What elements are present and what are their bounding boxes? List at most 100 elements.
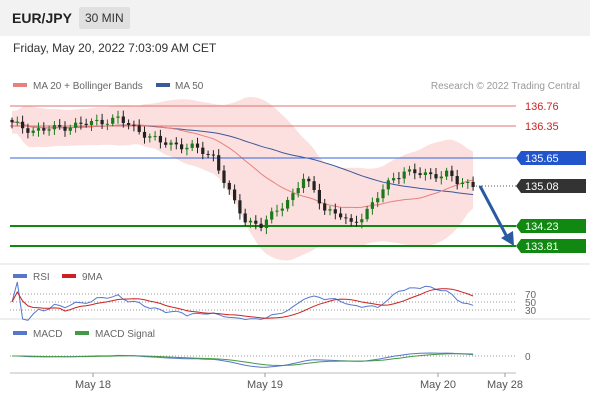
- candle-body: [323, 203, 327, 211]
- symbol-label: EUR/JPY: [12, 10, 72, 26]
- candle-body: [280, 208, 284, 211]
- candle-body: [349, 218, 353, 222]
- x-tick-label: May 28: [487, 379, 523, 391]
- candle-body: [195, 143, 200, 148]
- candle-body: [36, 128, 41, 131]
- candle-body: [333, 209, 337, 214]
- rsi-tick-70: 70: [525, 290, 537, 301]
- candle-body: [248, 220, 253, 223]
- rsi-legend-swatch: [13, 274, 27, 278]
- candle-body: [206, 153, 210, 155]
- candle-body: [111, 117, 115, 124]
- bollinger-band: [12, 96, 474, 261]
- candle-body: [169, 142, 173, 145]
- candle-body: [429, 172, 433, 175]
- candle-body: [47, 129, 51, 131]
- current-price-label: 135.08: [525, 181, 559, 193]
- candle-body: [397, 178, 401, 180]
- rsi-legend-label: RSI: [33, 272, 50, 283]
- rsi-tick-30: 30: [525, 306, 537, 317]
- candle-body: [254, 220, 258, 224]
- ma20-legend-swatch: [13, 83, 27, 87]
- candle-body: [21, 121, 25, 129]
- candle-body: [460, 182, 465, 185]
- macd-legend-swatch: [13, 331, 27, 335]
- candle-body: [10, 119, 14, 123]
- macd-tick-zero: 0: [525, 352, 531, 363]
- candle-body: [127, 123, 131, 125]
- ma50-legend-swatch: [156, 83, 170, 87]
- macd-signal-line: [12, 353, 474, 367]
- candle-body: [233, 189, 237, 201]
- current-price-tag: [516, 179, 586, 193]
- candle-body: [275, 210, 279, 212]
- support-tag-1: [516, 219, 586, 233]
- candle-body: [317, 189, 321, 204]
- resistance-label-1: 136.76: [525, 101, 559, 113]
- candle-body: [116, 116, 120, 118]
- candle-body: [153, 135, 157, 137]
- candle-body: [52, 125, 56, 130]
- interval-button[interactable]: 30 MIN: [79, 7, 130, 29]
- x-tick-label: May 20: [420, 379, 456, 391]
- candle-body: [439, 176, 443, 179]
- ma50-legend-label: MA 50: [175, 81, 204, 92]
- candle-body: [354, 221, 359, 223]
- rsi-ma-legend-swatch: [62, 274, 76, 278]
- candlestick-series: [10, 110, 475, 235]
- candle-body: [407, 169, 412, 172]
- candle-body: [63, 126, 67, 131]
- candle-body: [105, 123, 109, 125]
- candle-body: [301, 178, 306, 189]
- candle-body: [243, 213, 247, 223]
- macd-signal-legend-label: MACD Signal: [95, 329, 155, 340]
- candle-body: [58, 125, 62, 127]
- forecast-arrow: [478, 185, 509, 238]
- rsi-line: [11, 281, 474, 321]
- candle-body: [360, 219, 364, 223]
- support-label-1: 134.23: [525, 221, 559, 233]
- candle-body: [142, 131, 147, 138]
- candle-body: [339, 213, 343, 218]
- candle-body: [26, 128, 30, 133]
- candle-body: [328, 209, 332, 211]
- candle-body: [344, 217, 348, 219]
- candle-body: [386, 180, 390, 190]
- candle-body: [413, 169, 417, 174]
- support-tag-2: [516, 239, 586, 253]
- candle-body: [307, 178, 311, 182]
- ma20-legend-label: MA 20 + Bollinger Bands: [33, 81, 143, 92]
- candle-body: [132, 124, 136, 126]
- pivot-label: 135.65: [525, 153, 559, 165]
- candle-body: [270, 211, 274, 220]
- candle-body: [31, 130, 35, 133]
- rsi-ma-legend-label: 9MA: [82, 272, 103, 283]
- candle-body: [381, 189, 385, 199]
- macd-legend-label: MACD: [33, 329, 62, 340]
- candle-body: [291, 193, 295, 201]
- macd-signal-legend-swatch: [75, 331, 89, 335]
- candle-body: [84, 123, 88, 125]
- candle-body: [286, 200, 290, 209]
- candle-body: [100, 119, 104, 125]
- candle-body: [180, 144, 184, 150]
- candle-body: [121, 116, 125, 124]
- candle-body: [42, 128, 46, 131]
- header-bar: EUR/JPY 30 MIN: [0, 0, 590, 36]
- rsi-tick-50: 50: [525, 298, 537, 309]
- candle-body: [466, 181, 470, 183]
- x-axis: May 18 May 19 May 20 May 28: [75, 373, 523, 391]
- candle-body: [217, 155, 221, 171]
- candle-body: [190, 143, 194, 148]
- rsi-ma-line: [11, 288, 474, 319]
- candle-body: [418, 173, 422, 176]
- candle-body: [74, 122, 78, 128]
- candle-body: [68, 127, 72, 131]
- x-tick-label: May 18: [75, 379, 111, 391]
- candle-body: [471, 181, 475, 188]
- candle-body: [312, 181, 316, 190]
- candle-body: [259, 223, 263, 228]
- candle-body: [370, 202, 374, 209]
- candle-body: [174, 142, 178, 145]
